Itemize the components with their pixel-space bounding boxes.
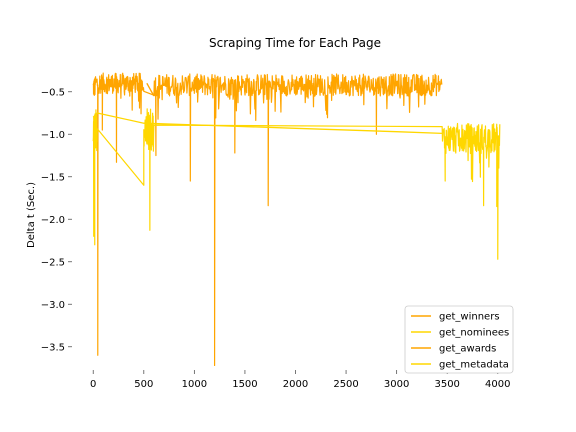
x-tick-label: 0 <box>90 379 96 390</box>
legend-label-get-winners: get_winners <box>439 312 500 323</box>
legend-label-get-nominees: get_nominees <box>439 328 509 339</box>
legend-frame <box>404 305 514 374</box>
series-line-get-nominees <box>92 108 501 260</box>
series-line-get-metadata <box>92 112 443 135</box>
chart-title: Scraping Time for Each Page <box>209 36 381 50</box>
series-line-get-winners <box>92 72 443 367</box>
x-axis: 0 500 1000 1500 2000 2500 3000 3500 4000 <box>90 370 510 390</box>
legend: get_winners get_nominees get_awards get_met… <box>404 305 514 374</box>
x-tick-label: 1500 <box>232 379 257 390</box>
legend-label-get-awards: get_awards <box>439 344 496 355</box>
y-tick-label: −1.0 <box>41 130 65 141</box>
x-tick-label: 2000 <box>283 379 308 390</box>
x-tick-label: 3500 <box>434 379 459 390</box>
series-layer <box>92 72 501 367</box>
x-tick-label: 3000 <box>384 379 409 390</box>
y-axis-label: Delta t (Sec.) <box>26 182 37 248</box>
x-tick-label: 2500 <box>333 379 358 390</box>
plot-area <box>92 72 501 367</box>
legend-label-get-metadata: get_metadata <box>439 360 509 371</box>
y-tick-label: −1.5 <box>41 172 65 183</box>
y-axis: −0.5 −1.0 −1.5 −2.0 −2.5 −3.0 −3.5 <box>41 87 72 353</box>
y-tick-label: −3.5 <box>41 342 65 353</box>
y-tick-label: −2.5 <box>41 257 65 268</box>
y-tick-label: −2.0 <box>41 215 65 226</box>
x-tick-label: 4000 <box>485 379 510 390</box>
series-line-get-awards <box>146 82 155 97</box>
x-tick-label: 1000 <box>182 379 207 390</box>
x-tick-label: 500 <box>134 379 153 390</box>
y-tick-label: −0.5 <box>41 87 65 98</box>
y-tick-label: −3.0 <box>41 300 65 311</box>
